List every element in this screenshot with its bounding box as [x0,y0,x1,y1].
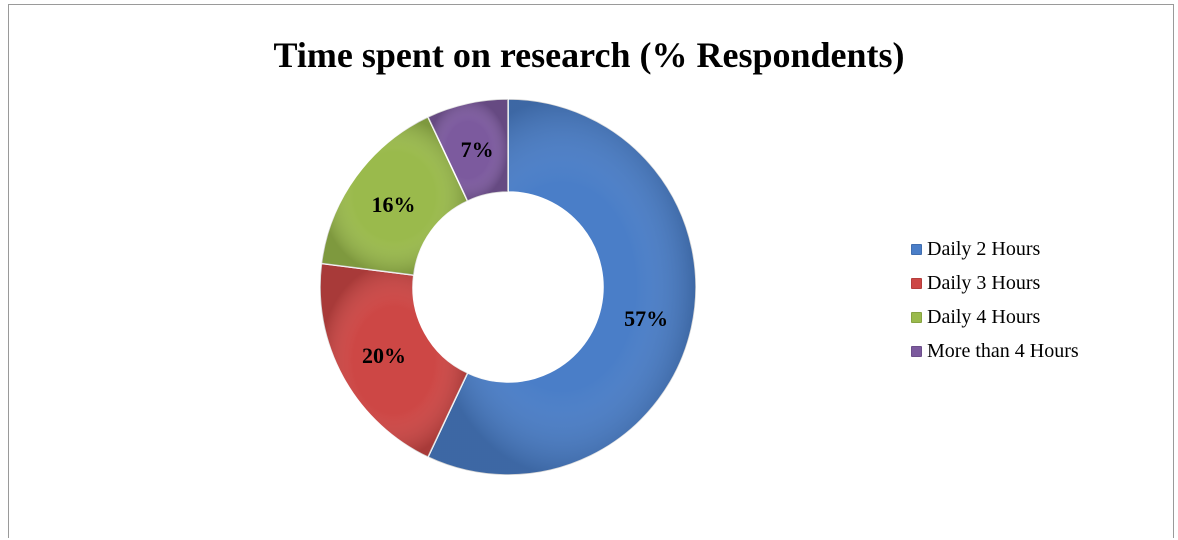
slice-label-daily-3-hours: 20% [362,343,406,368]
legend-item: Daily 2 Hours [911,232,1079,266]
legend: Daily 2 Hours Daily 3 Hours Daily 4 Hour… [911,232,1079,368]
legend-item: More than 4 Hours [911,334,1079,368]
legend-swatch-daily-3-hours [911,277,922,289]
legend-item: Daily 3 Hours [911,266,1079,300]
chart-title: Time spent on research (% Respondents) [273,35,905,75]
slice-label-daily-2-hours: 57% [624,306,668,331]
legend-swatch-daily-2-hours [911,243,922,255]
legend-swatch-daily-4-hours [911,311,922,323]
legend-label: Daily 3 Hours [927,271,1041,294]
chart-frame [8,4,1174,538]
legend-label: Daily 4 Hours [927,305,1041,328]
legend-label: More than 4 Hours [927,339,1079,362]
slice-label-daily-4-hours: 16% [372,192,416,217]
legend-item: Daily 4 Hours [911,300,1079,334]
legend-swatch-more-than-4-hours [911,345,922,357]
legend-label: Daily 2 Hours [927,237,1041,260]
slice-label-more-than-4-hours: 7% [461,137,494,162]
